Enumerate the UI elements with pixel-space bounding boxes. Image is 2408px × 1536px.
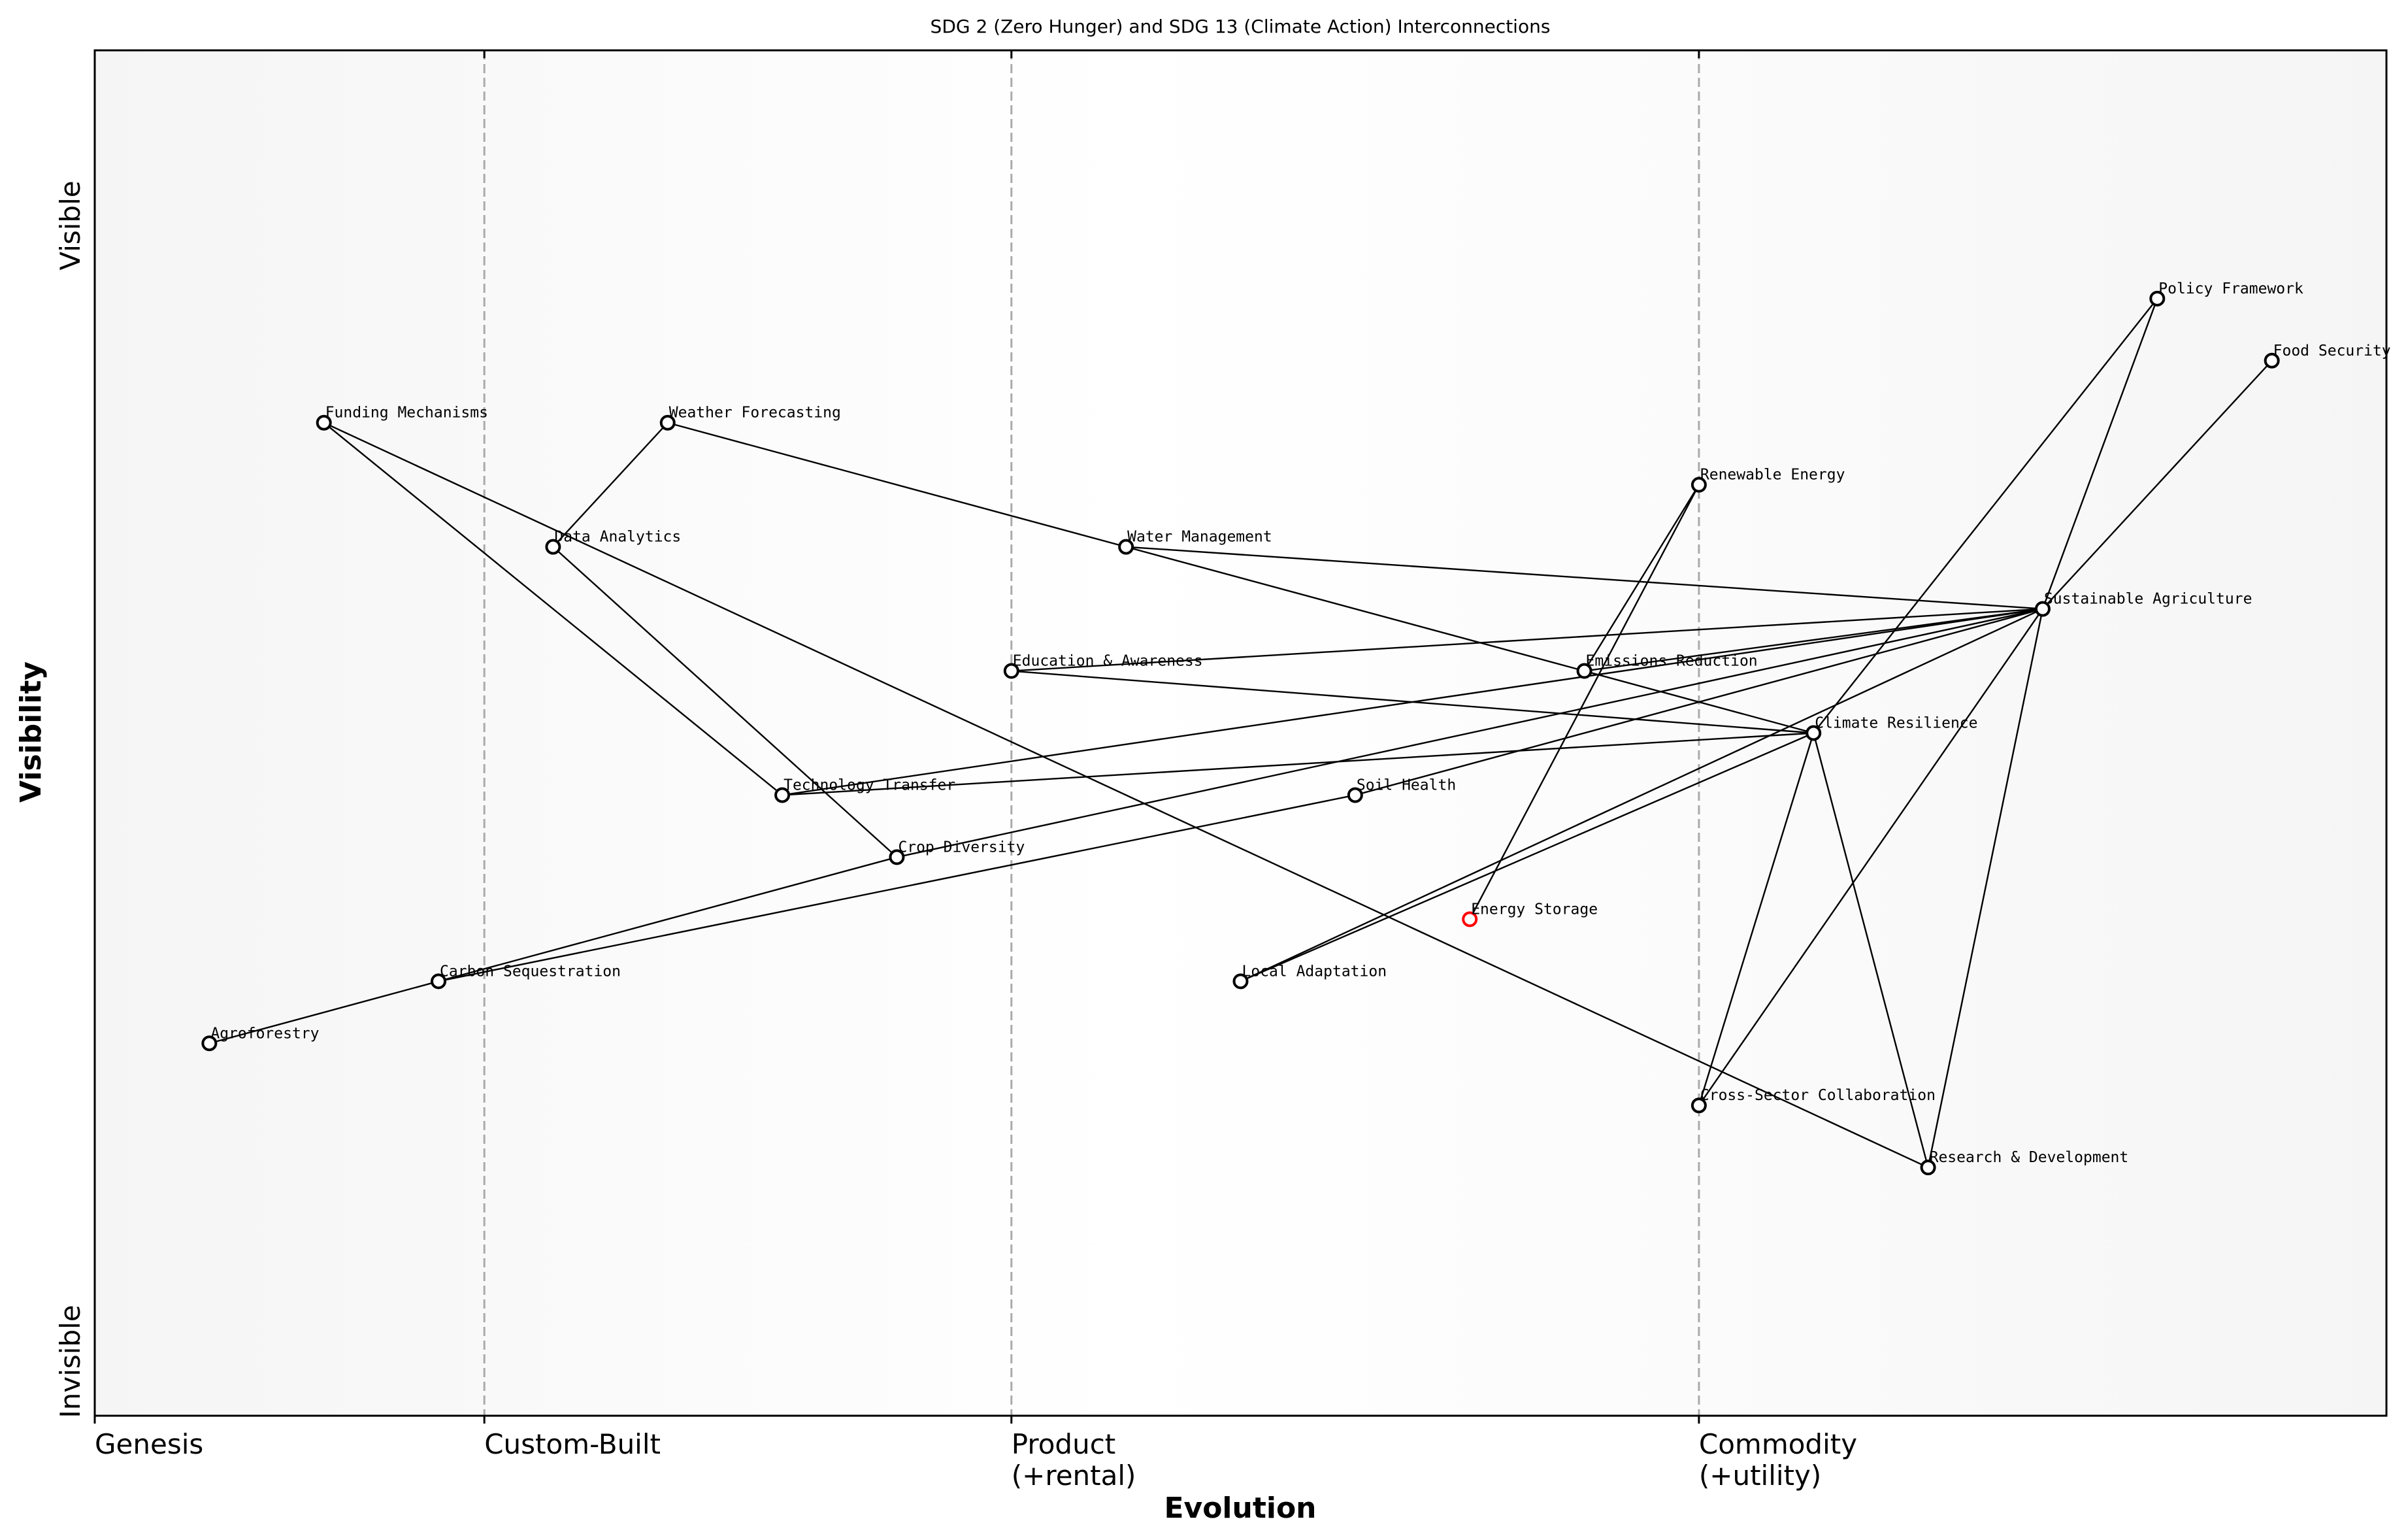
node-marker[interactable] [1691,1097,1707,1114]
node-label: Sustainable Agriculture [2044,591,2252,608]
node[interactable]: Local Adaptation [1232,963,1387,990]
node[interactable]: Sustainable Agriculture [2034,591,2252,617]
y-label-visible: Visible [54,180,86,270]
edge [1240,608,2043,982]
edge [1698,608,2043,1106]
y-label-invisible: Invisible [54,1305,86,1418]
node-marker[interactable] [316,414,332,431]
x-axis-title: Evolution [1164,1492,1316,1525]
node[interactable]: Water Management [1118,529,1272,555]
edge [438,794,1356,982]
node-marker[interactable] [1691,476,1707,493]
plot-area [95,50,2386,1416]
node[interactable]: Emissions Reduction [1576,653,1758,679]
edge [897,608,2043,858]
edge [1584,608,2043,672]
y-axis-title: Visibility [14,661,48,803]
node[interactable]: Data Analytics [545,529,681,555]
edge [1011,608,2043,672]
plot-frame [93,49,2388,1417]
x-tick-label: Commodity (+utility) [1699,1428,1857,1492]
node[interactable]: Technology Transfer [774,776,955,803]
node-label: Energy Storage [1471,901,1598,918]
node-label: Food Security [2273,342,2391,359]
node-label: Local Adaptation [1242,963,1387,980]
node-marker[interactable] [659,414,676,431]
node-label: Soil Health [1357,776,1456,793]
node-label: Emissions Reduction [1586,653,1758,670]
node-label: Water Management [1127,529,1272,546]
node[interactable]: Funding Mechanisms [316,405,488,431]
edge [438,856,897,982]
node[interactable]: Soil Health [1347,776,1456,803]
node-marker[interactable] [774,787,791,803]
node-label: Climate Resilience [1815,715,1977,732]
edge [1813,733,1929,1168]
node-label: Agroforestry [210,1025,319,1042]
edge [1698,733,1815,1106]
edge [323,422,783,796]
node-label: Renewable Energy [1700,467,1845,484]
node-label: Policy Framework [2158,280,2303,297]
node-label: Research & Development [1930,1149,2129,1166]
node[interactable]: Education & Awareness [1003,653,1203,679]
node-marker[interactable] [1347,787,1363,803]
x-tick-label: Custom-Built [484,1428,661,1460]
edge [1126,546,2043,610]
edge [209,980,439,1044]
node-marker[interactable] [2034,601,2051,617]
node-marker[interactable] [1920,1160,1936,1176]
node-label: Technology Transfer [783,776,955,793]
node[interactable]: Research & Development [1920,1149,2129,1176]
node-label: Cross-Sector Collaboration [1700,1087,1936,1104]
node-marker[interactable] [1232,973,1249,990]
node[interactable]: Food Security [2264,342,2391,369]
edge [1583,484,1700,672]
node[interactable]: Renewable Energy [1691,467,1845,493]
node-marker[interactable] [431,973,447,990]
node-marker[interactable] [1462,911,1478,927]
node[interactable]: Policy Framework [2149,280,2303,307]
edge [1813,298,2158,734]
node-label: Education & Awareness [1013,653,1203,670]
node-marker[interactable] [1003,663,1019,679]
node-marker[interactable] [1576,663,1592,679]
x-tick-label: Product (+rental) [1012,1428,1136,1492]
node-marker[interactable] [889,849,905,865]
node-label: Crop Diversity [898,839,1025,856]
edge [782,732,1814,796]
edge [1355,608,2043,796]
node-label: Funding Mechanisms [325,405,488,422]
node-marker[interactable] [1118,539,1134,555]
node[interactable]: Climate Resilience [1806,715,1978,741]
node-label: Weather Forecasting [669,405,841,422]
edge [667,422,1127,548]
node-marker[interactable] [2149,290,2166,307]
edge [2041,298,2158,610]
edge [1927,609,2044,1168]
edge [323,422,1929,1169]
edge [552,422,668,548]
node[interactable]: Crop Diversity [889,839,1025,865]
node-marker[interactable] [1806,725,1822,741]
node-marker[interactable] [2264,352,2280,369]
edge [2042,359,2273,610]
edge [552,546,898,858]
node-label: Data Analytics [554,529,681,546]
x-tick-label: Genesis [95,1428,203,1460]
node[interactable]: Energy Storage [1462,901,1598,927]
node[interactable]: Carbon Sequestration [431,963,621,990]
node[interactable]: Weather Forecasting [659,405,841,431]
node[interactable]: Cross-Sector Collaboration [1691,1087,1936,1114]
node-marker[interactable] [545,539,561,555]
edge [1240,732,1814,982]
node-label: Carbon Sequestration [440,963,621,980]
edge [1469,484,1700,920]
chart-title: SDG 2 (Zero Hunger) and SDG 13 (Climate … [931,16,1551,37]
node[interactable]: Agroforestry [201,1025,320,1052]
edge [782,608,2043,796]
node-marker[interactable] [201,1035,218,1052]
